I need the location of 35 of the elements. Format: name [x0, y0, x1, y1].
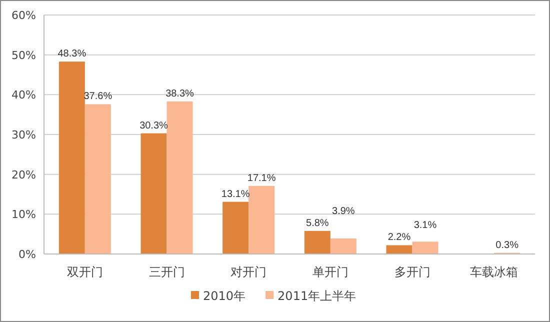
- y-tick-label: 50%: [12, 48, 36, 62]
- bar: [140, 133, 167, 254]
- data-label: 0.3%: [496, 240, 519, 251]
- y-tick-label: 60%: [12, 9, 36, 22]
- bar: [166, 101, 193, 254]
- bar: [58, 62, 85, 254]
- x-tick-label: 多开门: [394, 265, 430, 279]
- y-tick-label: 0%: [18, 248, 36, 261]
- y-tick-label: 20%: [12, 168, 36, 182]
- x-tick-label: 单开门: [312, 265, 348, 279]
- data-label: 3.1%: [414, 220, 437, 232]
- bar: [304, 230, 330, 254]
- data-label: 3.9%: [332, 206, 355, 217]
- y-tick-label: 10%: [12, 208, 36, 222]
- data-label: 2.2%: [388, 232, 411, 244]
- data-label: 48.3%: [58, 48, 86, 60]
- x-tick-label: 对开门: [230, 265, 267, 279]
- legend-label: 2011年上半年: [278, 289, 356, 303]
- data-label: 5.8%: [306, 218, 329, 229]
- data-label: 13.1%: [221, 188, 250, 200]
- bar: [248, 186, 275, 254]
- x-tick-label: 车载冰箱: [470, 265, 518, 279]
- data-label: 38.3%: [166, 88, 194, 100]
- data-label: 17.1%: [247, 172, 276, 184]
- bar: [386, 245, 412, 254]
- bar: [222, 202, 249, 254]
- legend-label: 2010年: [203, 289, 246, 303]
- bar: [412, 242, 438, 254]
- y-tick-label: 30%: [12, 128, 36, 142]
- bar: [84, 104, 111, 254]
- x-tick-label: 双开门: [66, 265, 103, 279]
- bar: [330, 238, 356, 254]
- x-tick-label: 三开门: [148, 265, 185, 279]
- data-label: 30.3%: [140, 120, 168, 132]
- y-tick-label: 40%: [12, 88, 36, 102]
